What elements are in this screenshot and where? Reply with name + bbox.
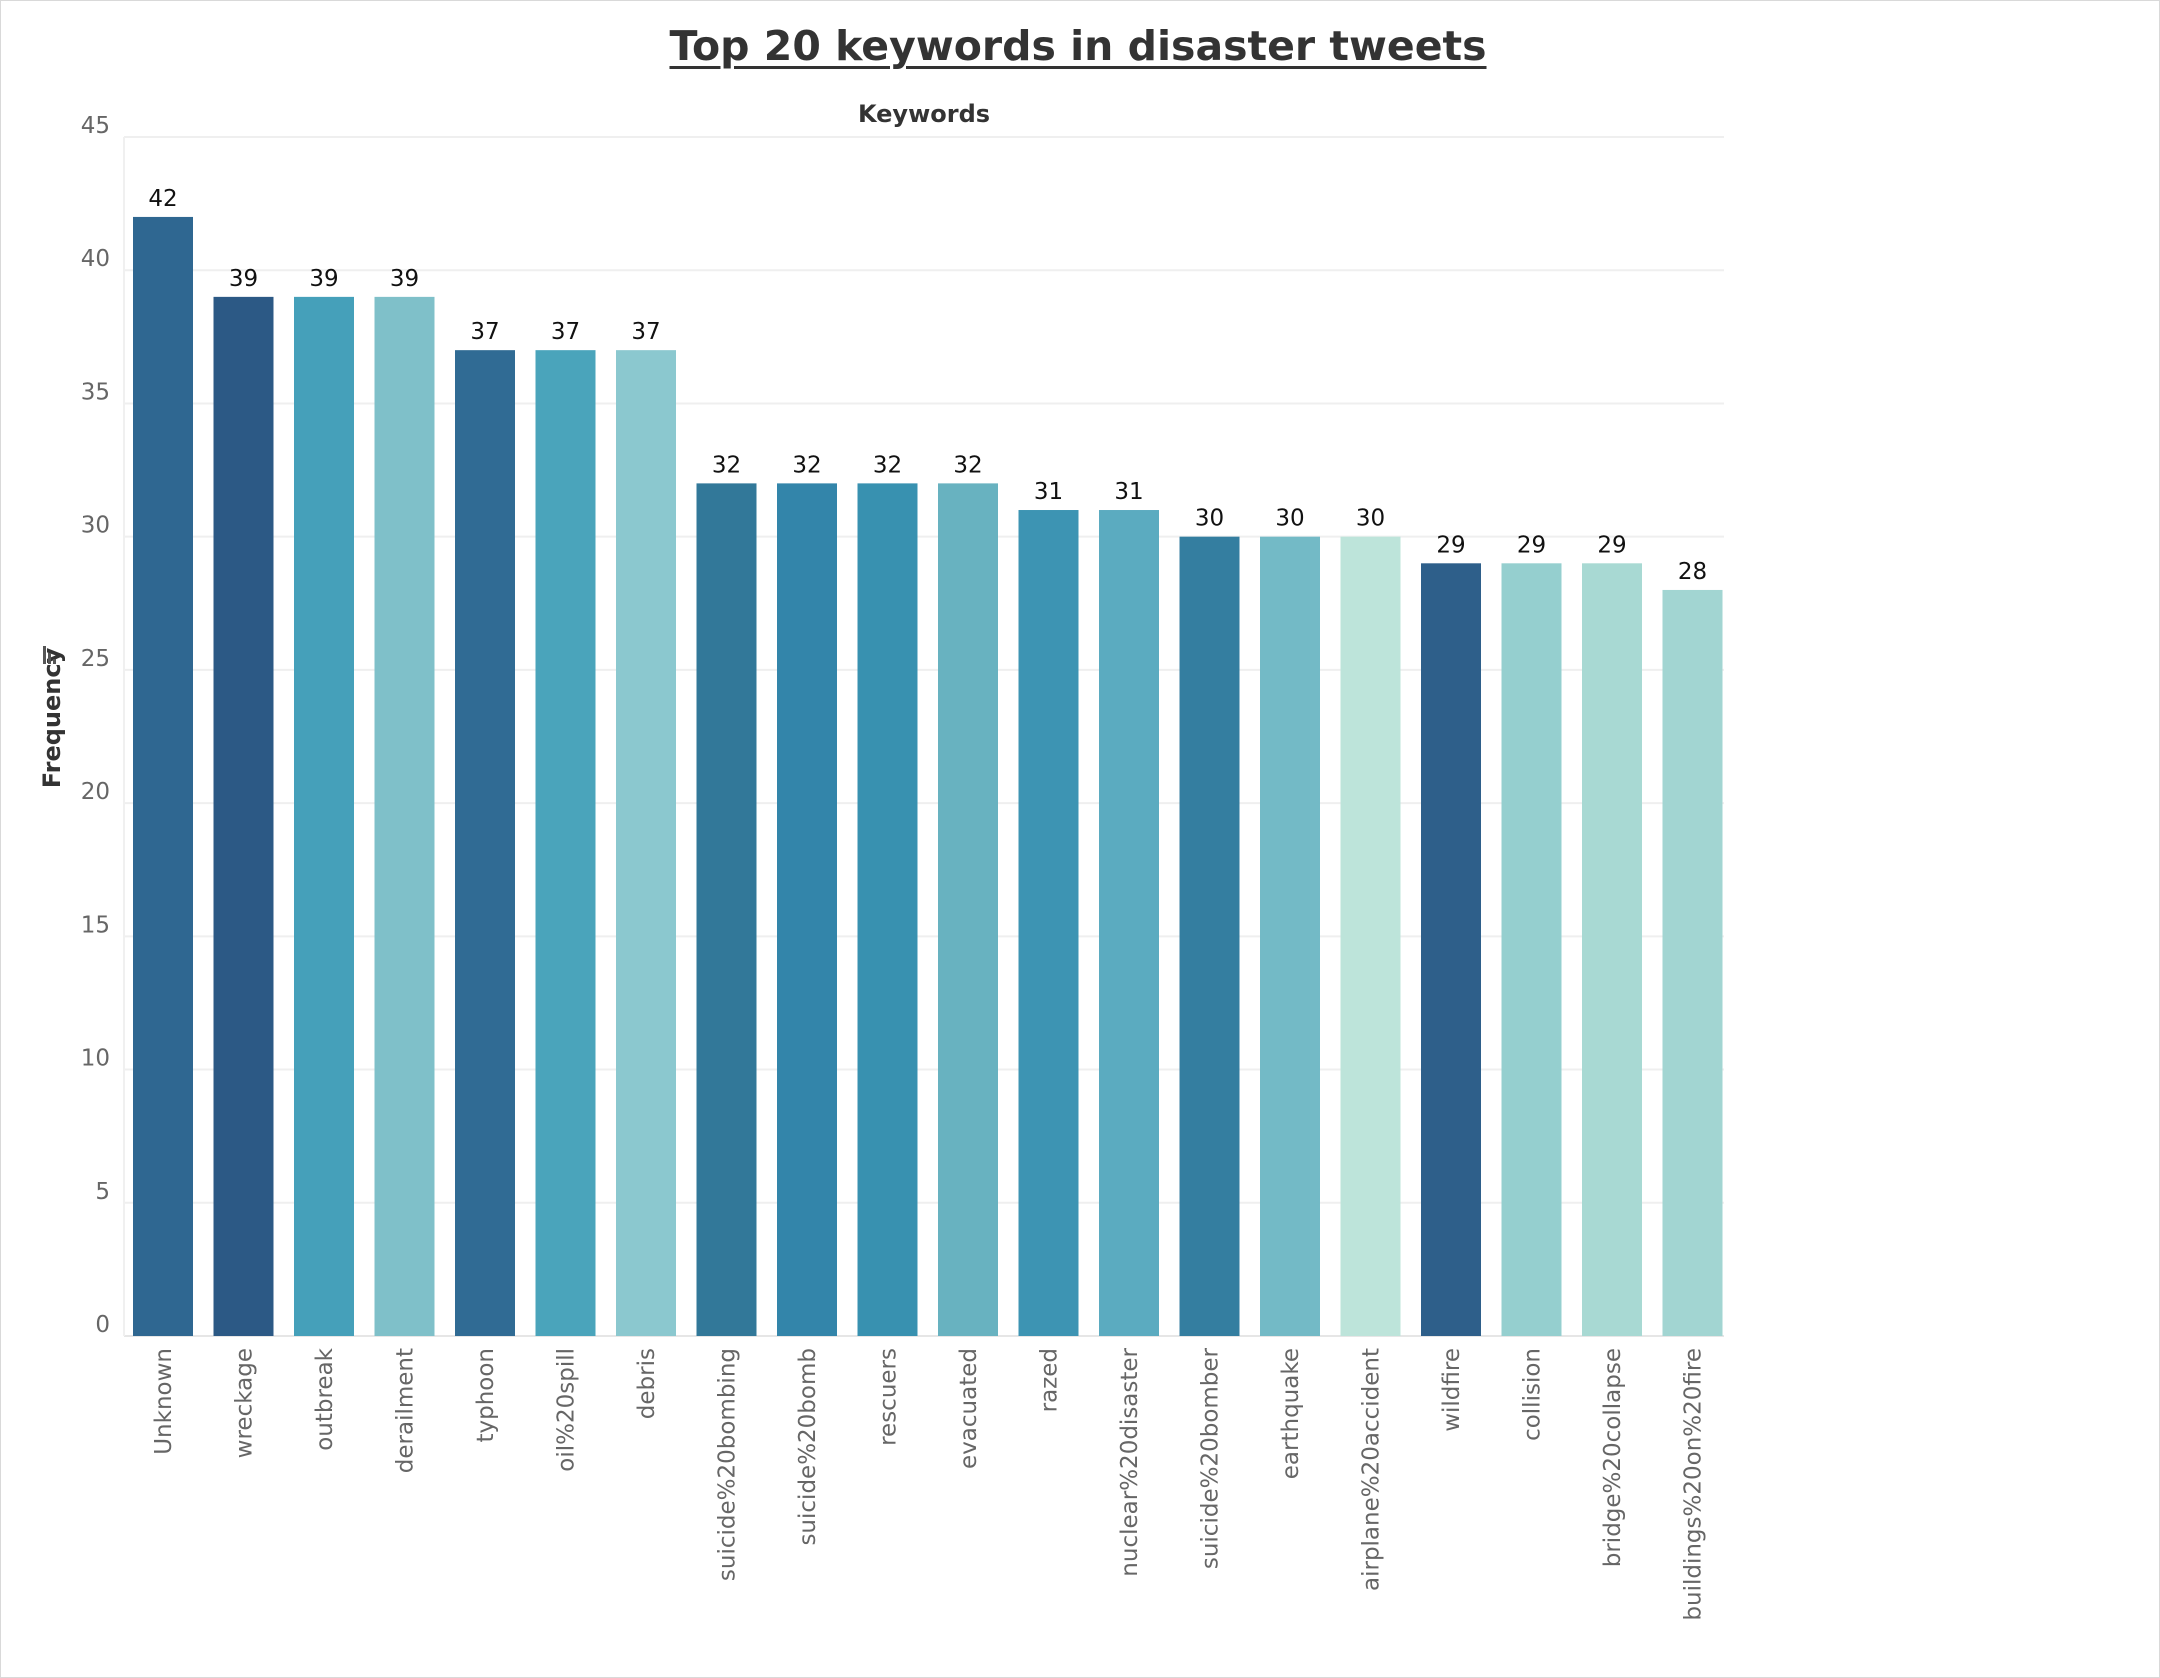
data-label: 30 bbox=[1195, 506, 1224, 532]
bar[interactable] bbox=[1501, 563, 1562, 1336]
x-tick-label: suicide%20bombing bbox=[715, 1348, 741, 1581]
chart-title: Top 20 keywords in disaster tweets bbox=[669, 22, 1487, 70]
x-tick-label: airplane%20accident bbox=[1359, 1348, 1385, 1591]
data-label: 42 bbox=[148, 186, 177, 212]
x-tick-label: razed bbox=[1037, 1348, 1063, 1412]
data-label: 39 bbox=[309, 266, 338, 292]
bar[interactable] bbox=[213, 296, 274, 1336]
data-label: 31 bbox=[1034, 479, 1063, 505]
y-tick-label: 15 bbox=[81, 912, 110, 938]
x-tick-label: rescuers bbox=[876, 1348, 902, 1446]
bar[interactable] bbox=[616, 350, 676, 1337]
y-axis-ticks: 0 5 10 15 20 25 30 35 40 45 bbox=[81, 113, 110, 1338]
bar[interactable] bbox=[294, 296, 354, 1336]
data-label: 28 bbox=[1678, 559, 1707, 585]
x-tick-label: oil%20spill bbox=[554, 1348, 580, 1472]
bar[interactable] bbox=[1421, 563, 1481, 1336]
data-label: 37 bbox=[631, 319, 660, 345]
data-label: 39 bbox=[390, 266, 419, 292]
x-tick-label: wildfire bbox=[1439, 1348, 1465, 1432]
x-tick-label: evacuated bbox=[956, 1348, 982, 1469]
bar[interactable] bbox=[1018, 510, 1079, 1336]
x-tick-label: buildings%20on%20fire bbox=[1681, 1348, 1707, 1621]
bar[interactable] bbox=[1340, 536, 1401, 1336]
y-tick-label: 45 bbox=[81, 113, 110, 139]
y-tick-label: 25 bbox=[81, 646, 110, 672]
x-tick-label: debris bbox=[634, 1348, 660, 1419]
bar[interactable] bbox=[1662, 589, 1723, 1336]
data-label: 30 bbox=[1275, 506, 1304, 532]
bar[interactable] bbox=[777, 483, 837, 1336]
bar[interactable] bbox=[857, 483, 918, 1336]
bars bbox=[133, 216, 1723, 1337]
x-tick-label: typhoon bbox=[473, 1348, 499, 1443]
x-axis-ticks: Unknown wreckage outbreak derailment typhoon… bbox=[151, 1347, 1707, 1620]
data-label: 39 bbox=[229, 266, 258, 292]
data-label: 32 bbox=[712, 452, 741, 478]
y-tick-label: 35 bbox=[81, 379, 110, 405]
data-label: 29 bbox=[1597, 532, 1626, 558]
bar[interactable] bbox=[374, 296, 435, 1336]
data-label: 37 bbox=[470, 319, 499, 345]
bar[interactable] bbox=[535, 350, 596, 1337]
gridlines bbox=[123, 136, 1724, 1337]
y-tick-label: 30 bbox=[81, 513, 110, 539]
data-label: 32 bbox=[792, 452, 821, 478]
data-label: 32 bbox=[873, 452, 902, 478]
data-label: 30 bbox=[1356, 506, 1385, 532]
data-label: 29 bbox=[1517, 532, 1546, 558]
x-tick-label: collision bbox=[1520, 1348, 1546, 1441]
bar[interactable] bbox=[133, 216, 193, 1336]
data-label: 29 bbox=[1436, 532, 1465, 558]
y-tick-label: 0 bbox=[95, 1312, 110, 1338]
x-tick-label: derailment bbox=[393, 1348, 419, 1473]
y-tick-label: 10 bbox=[81, 1046, 110, 1072]
data-labels: 42 39 39 39 37 37 37 32 32 32 32 31 31 30 30 30 29 29 29 28 bbox=[148, 186, 1707, 585]
bar[interactable] bbox=[1179, 536, 1240, 1336]
bar[interactable] bbox=[938, 483, 998, 1336]
bar[interactable] bbox=[1099, 510, 1159, 1336]
x-axis-title: Keywords bbox=[857, 100, 991, 128]
bar[interactable] bbox=[1582, 563, 1642, 1336]
bar[interactable] bbox=[696, 483, 757, 1336]
y-tick-label: 40 bbox=[81, 246, 110, 272]
y-tick-label: 20 bbox=[81, 779, 110, 805]
y-tick-label: 5 bbox=[95, 1179, 110, 1205]
x-tick-label: Unknown bbox=[151, 1348, 177, 1455]
x-tick-label: outbreak bbox=[312, 1347, 338, 1450]
x-tick-label: earthquake bbox=[1278, 1348, 1304, 1479]
sort-icon[interactable] bbox=[40, 644, 62, 666]
data-label: 31 bbox=[1114, 479, 1143, 505]
x-tick-label: bridge%20collapse bbox=[1600, 1348, 1626, 1567]
data-label: 37 bbox=[551, 319, 580, 345]
data-label: 32 bbox=[953, 452, 982, 478]
x-tick-label: nuclear%20disaster bbox=[1117, 1347, 1143, 1576]
bar[interactable] bbox=[455, 350, 515, 1337]
x-tick-label: suicide%20bomb bbox=[795, 1348, 821, 1546]
x-tick-label: suicide%20bomber bbox=[1198, 1347, 1224, 1569]
bar[interactable] bbox=[1260, 536, 1320, 1336]
x-tick-label: wreckage bbox=[232, 1348, 258, 1458]
